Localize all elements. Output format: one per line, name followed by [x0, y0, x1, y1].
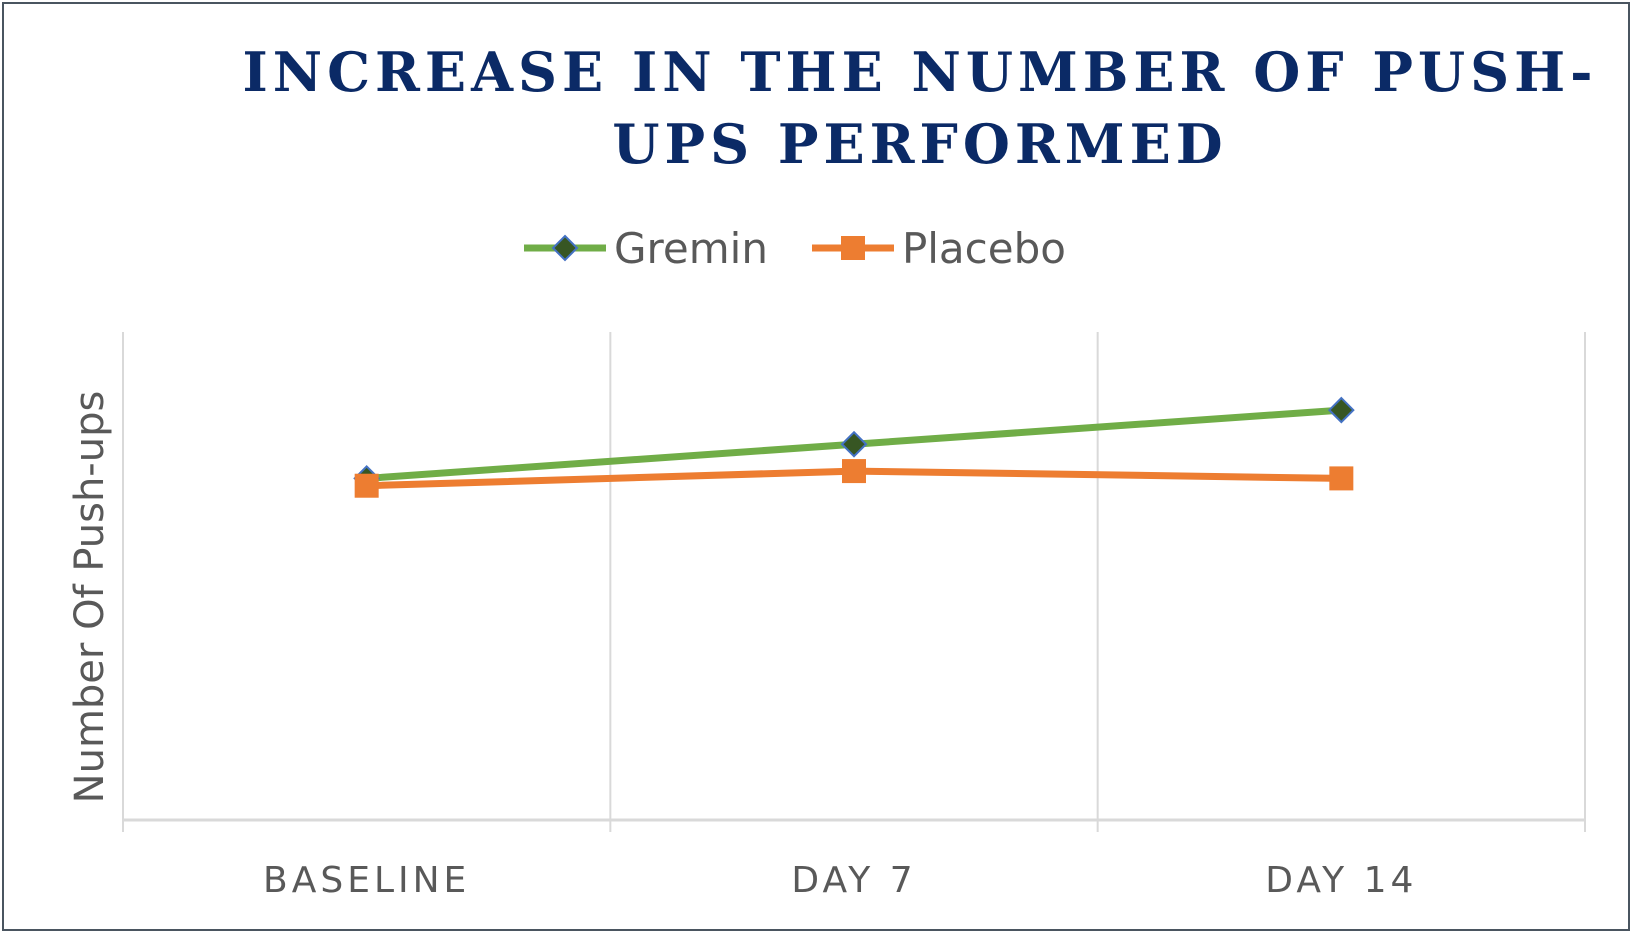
x-tick-label: DAY 14: [1265, 860, 1417, 901]
data-point-placebo: [842, 459, 866, 484]
legend-item-placebo: Placebo: [808, 224, 1066, 273]
legend-gremin-marker: [524, 234, 606, 262]
data-point-gremin: [840, 430, 868, 458]
chart-title: INCREASE IN THE NUMBER OF PUSH-UPS PERFO…: [242, 40, 1598, 176]
data-point-gremin: [1327, 396, 1355, 424]
legend-item-gremin: Gremin: [520, 224, 768, 273]
legend-label-gremin: Gremin: [614, 223, 768, 273]
x-tick-label: BASELINE: [263, 860, 470, 901]
legend-placebo-marker: [811, 236, 894, 260]
legend: Gremin Placebo: [520, 222, 1106, 274]
legend-label-placebo: Placebo: [901, 223, 1066, 273]
x-tick-label: DAY 7: [791, 860, 916, 901]
data-point-placebo: [354, 473, 379, 498]
data-point-placebo: [1329, 466, 1354, 491]
